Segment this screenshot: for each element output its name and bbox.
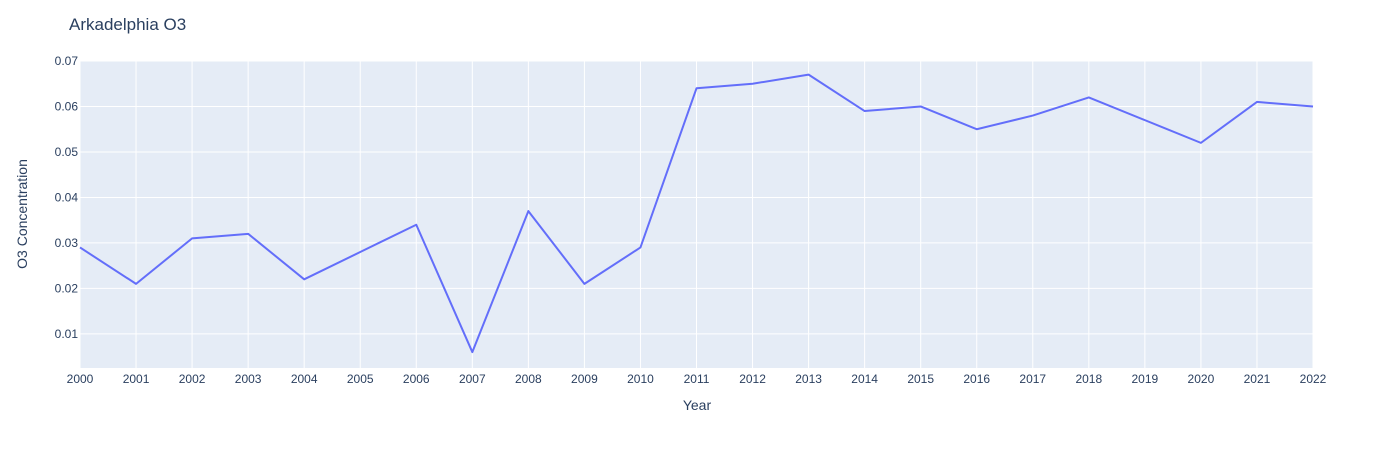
x-tick-label: 2007	[459, 372, 486, 386]
x-tick-label: 2017	[1019, 372, 1046, 386]
x-tick-label: 2021	[1244, 372, 1271, 386]
y-tick-label: 0.04	[55, 190, 79, 204]
x-tick-label: 2002	[179, 372, 206, 386]
x-tick-label: 2015	[907, 372, 934, 386]
grid-lines	[79, 60, 1314, 368]
x-tick-label: 2016	[963, 372, 990, 386]
x-tick-label: 2004	[291, 372, 318, 386]
y-tick-label: 0.07	[55, 54, 79, 68]
series-line-0	[79, 73, 1314, 354]
x-tick-label: 2020	[1188, 372, 1215, 386]
y-tick-label: 0.01	[55, 327, 79, 341]
x-tick-label: 2003	[235, 372, 262, 386]
x-tick-label: 2005	[347, 372, 374, 386]
y-tick-label: 0.02	[55, 281, 79, 295]
x-tick-label: 2000	[67, 372, 94, 386]
x-tick-label: 2019	[1132, 372, 1159, 386]
series-layer	[79, 73, 1314, 354]
x-tick-label: 2022	[1300, 372, 1327, 386]
x-tick-label: 2008	[515, 372, 542, 386]
x-tick-label: 2012	[739, 372, 766, 386]
x-axis-ticks: 2000 2001 2002 2003 2004 2005 2006 2007 2008 2009…	[67, 372, 1327, 386]
x-axis-title: Year	[683, 397, 712, 413]
x-tick-label: 2014	[851, 372, 878, 386]
x-tick-label: 2001	[123, 372, 150, 386]
chart-title: Arkadelphia O3	[69, 15, 186, 34]
x-tick-label: 2013	[795, 372, 822, 386]
x-tick-label: 2006	[403, 372, 430, 386]
y-tick-label: 0.03	[55, 236, 79, 250]
y-tick-label: 0.06	[55, 99, 79, 113]
y-axis-title: O3 Concentration	[14, 159, 30, 269]
x-tick-label: 2009	[571, 372, 598, 386]
y-tick-label: 0.05	[55, 145, 79, 159]
x-tick-label: 2010	[627, 372, 654, 386]
x-tick-label: 2018	[1075, 372, 1102, 386]
x-tick-label: 2011	[684, 372, 710, 386]
y-axis-ticks: 0.01 0.02 0.03 0.04 0.05 0.06 0.07	[55, 54, 79, 341]
